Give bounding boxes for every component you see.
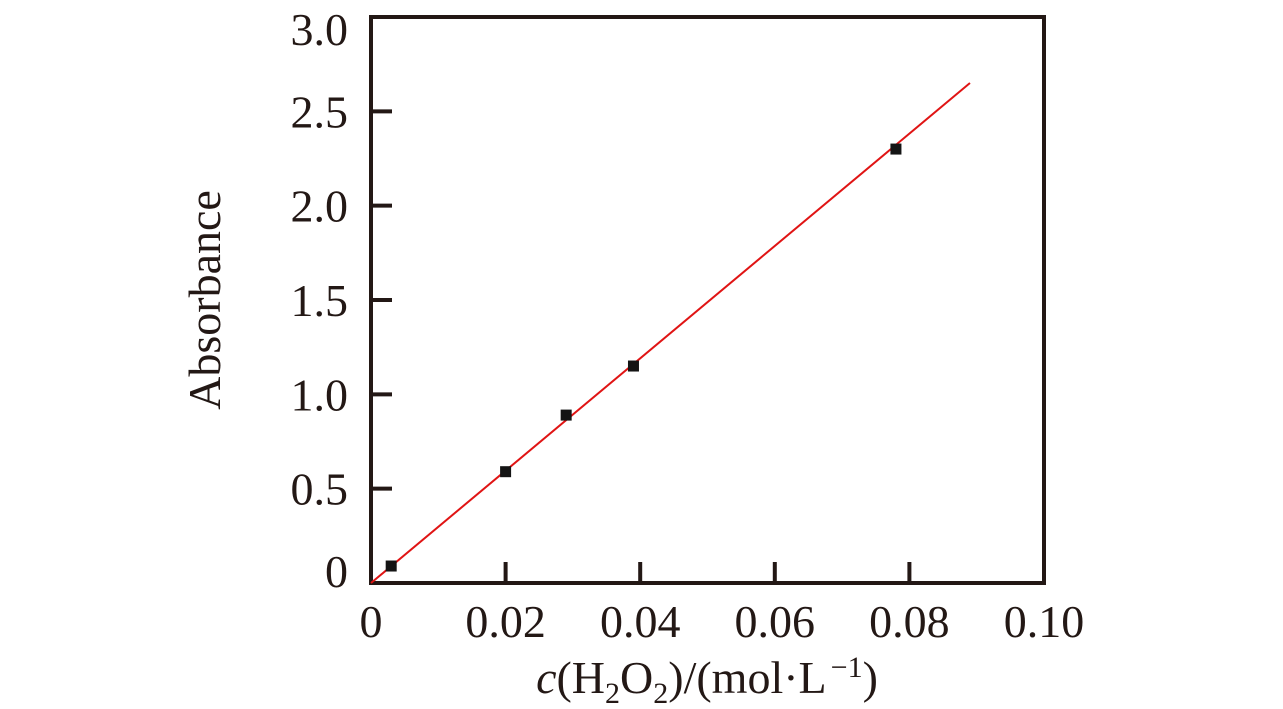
y-tick-label: 3.0: [291, 4, 349, 55]
y-tick-label: 2.0: [291, 181, 349, 232]
x-tick-label: 0.04: [600, 596, 681, 647]
plot-frame: [369, 15, 1046, 585]
y-tick-label: 1.0: [291, 369, 349, 420]
x-tick-label: 0.02: [465, 596, 546, 647]
x-tick-label: 0: [360, 596, 383, 647]
x-axis-title-part: 2: [653, 677, 668, 709]
x-axis-title-part: (H: [556, 652, 605, 703]
data-point: [560, 409, 572, 421]
y-tick-label: 1.5: [291, 275, 349, 326]
x-axis-title-part: c: [536, 652, 556, 703]
data-point: [627, 360, 639, 372]
y-axis-title: Absorbance: [179, 190, 230, 410]
x-tick-label: 0.06: [735, 596, 816, 647]
data-point: [500, 466, 512, 478]
x-tick-label: 0.08: [869, 596, 950, 647]
x-axis-title-part: 2: [605, 677, 620, 709]
y-tick-label: 0.5: [291, 464, 349, 515]
x-axis-title-part: ): [863, 652, 878, 703]
x-axis-title-part: O: [620, 652, 653, 703]
x-axis-title: c(H2O2)/(mol·L −1): [536, 651, 878, 709]
x-tick-label: 0.10: [1004, 596, 1085, 647]
y-tick-label: 2.5: [291, 86, 349, 137]
data-point: [890, 143, 902, 155]
y-tick-label: 0: [325, 546, 348, 597]
fit-line: [370, 82, 971, 584]
data-point: [385, 560, 397, 572]
x-axis-title-part: )/(mol·L: [668, 652, 826, 703]
x-axis-title-part: −1: [831, 651, 863, 684]
